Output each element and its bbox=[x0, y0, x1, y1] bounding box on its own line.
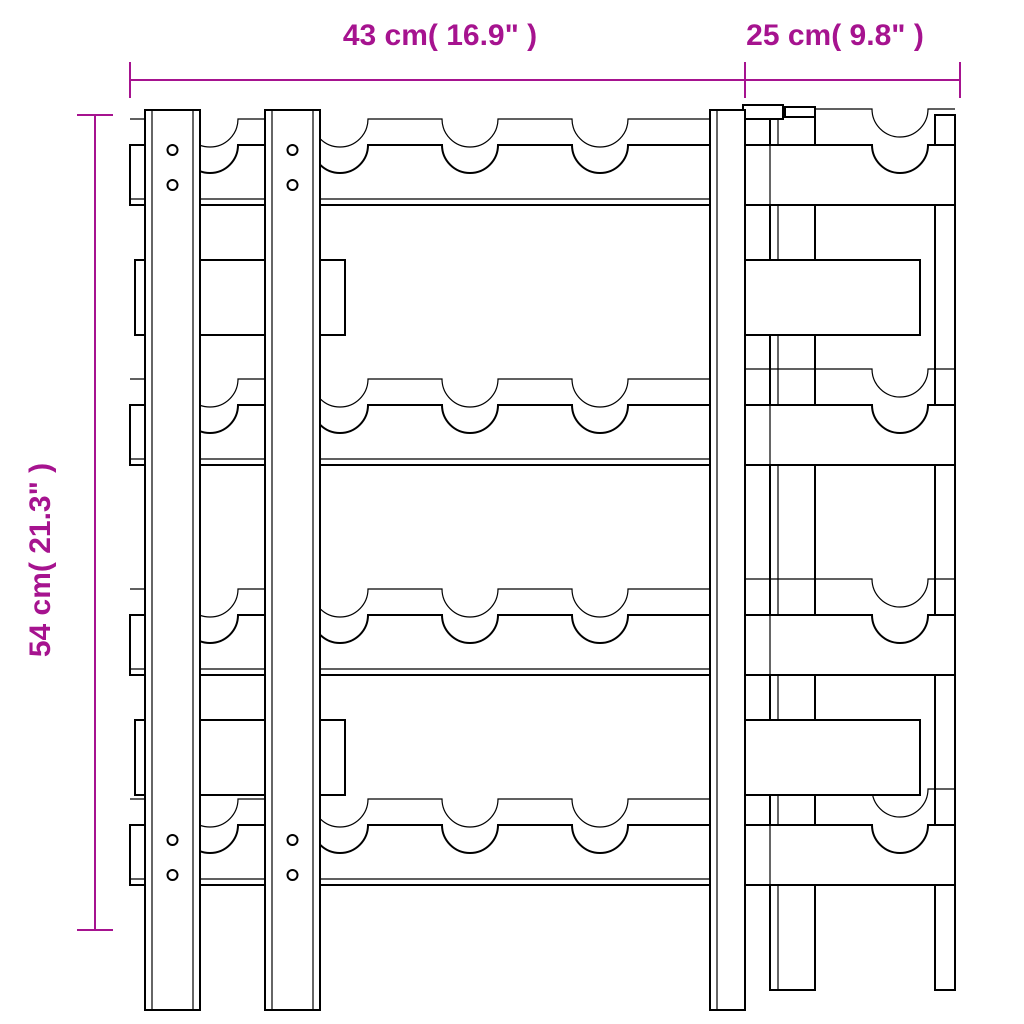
dim-height-label: 54 cm( 21.3" ) bbox=[24, 463, 57, 657]
dim-depth-label: 25 cm( 9.8" ) bbox=[746, 19, 924, 52]
side-panel bbox=[740, 105, 955, 990]
front-post-right-edge bbox=[710, 110, 745, 1010]
side-shelf bbox=[745, 825, 955, 885]
dim-width-label: 43 cm( 16.9" ) bbox=[343, 19, 537, 52]
front-post-right bbox=[265, 110, 320, 1010]
side-brace bbox=[740, 720, 920, 795]
side-shelf bbox=[745, 615, 955, 675]
front-shelf bbox=[130, 145, 745, 205]
front-shelf bbox=[130, 615, 745, 675]
front-post-left bbox=[145, 110, 200, 1010]
side-shelf bbox=[745, 145, 955, 205]
side-brace bbox=[740, 260, 920, 335]
side-shelf bbox=[745, 405, 955, 465]
front-shelf bbox=[130, 825, 745, 885]
front-shelf bbox=[130, 405, 745, 465]
wine-rack-drawing bbox=[130, 105, 955, 1010]
